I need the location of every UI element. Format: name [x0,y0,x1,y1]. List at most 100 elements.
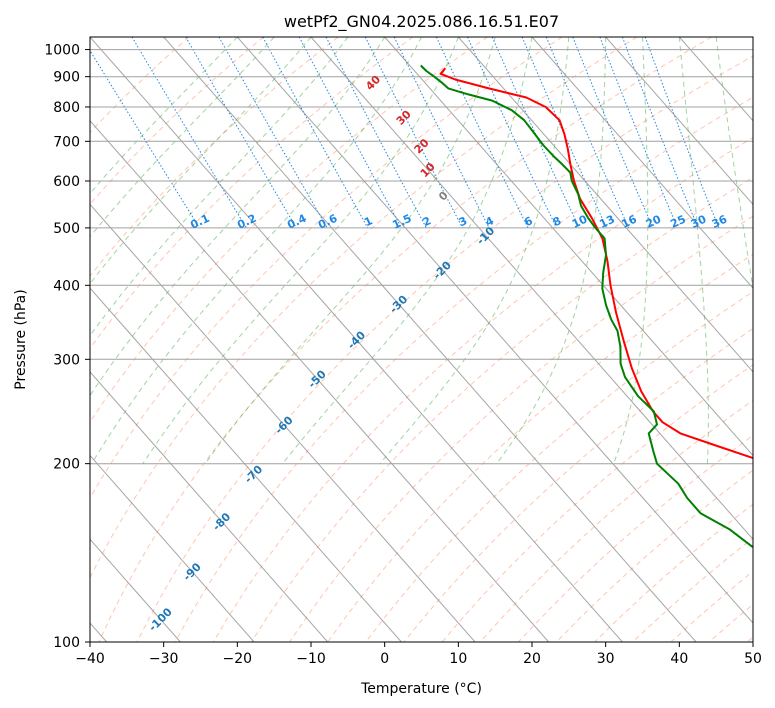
x-axis-label: Temperature (°C) [360,681,482,697]
dry-adiabat-line [327,253,753,642]
dry-adiabat-line [479,399,753,642]
moist-adiabat-line [715,37,753,292]
y-tick-label: 600 [53,174,80,190]
moist-adiabat-label: 20 [412,136,432,156]
mixing-ratio-label: 20 [644,212,664,230]
dry-adiabat-line [90,37,638,579]
x-tick-label: −30 [149,651,179,667]
series-layer [420,64,753,549]
isotherm-line [90,37,623,642]
isotherm-line [90,371,329,642]
mixing-ratio-line [599,37,679,229]
mixing-ratio-line [572,37,654,229]
mixing-ratio-label: 36 [710,212,730,230]
dewpoint-profile-line [420,64,753,549]
plot-frame [89,36,754,643]
mixing-ratio-label: 0.4 [285,212,308,232]
isotherm-line [310,37,753,541]
x-tick-label: −20 [223,651,253,667]
chart-title: wetPf2_GN04.2025.086.16.51.E07 [284,12,559,32]
mixing-ratio-label: 10 [570,212,590,230]
dry-adiabat-line [136,55,753,642]
moist-adiabat-line [204,37,496,464]
mixing-ratio-label: 3 [457,214,469,229]
x-tick-label: 10 [449,651,467,667]
dry-adiabat-line [90,37,264,205]
mixing-ratio-line [325,37,427,229]
x-tick-label: 20 [523,651,541,667]
isotherm-label: -70 [242,463,265,486]
x-tick-label: 50 [744,651,762,667]
isotherm-label: -100 [146,605,175,634]
mixing-ratio-line [644,37,720,229]
moist-adiabat-line [282,37,533,465]
moist-adiabat-label: 10 [418,160,438,180]
isotherm-label: -90 [181,560,204,583]
moist-adiabat-label: 30 [394,107,414,127]
mixing-ratio-label: 0.1 [188,212,211,232]
moist-adiabat-line [613,37,649,464]
dry-adiabat-line [90,37,339,277]
y-tick-label: 400 [53,278,80,294]
y-tick-label: 300 [53,352,80,368]
isotherm-label: -50 [306,367,329,390]
mixing-ratio-line [521,37,608,229]
x-tick-label: −10 [296,651,326,667]
isotherm-line [90,538,181,642]
dry-adiabat-line [212,137,753,642]
mixing-ratio-label: 2 [421,214,433,229]
isotherm-line [90,454,255,642]
mixing-ratio-line [435,37,529,229]
isotherm-line [384,37,753,457]
isotherm-label: -60 [272,413,295,436]
y-axis-label: Pressure (hPa) [13,289,29,389]
y-tick-label: 100 [53,635,80,651]
dry-adiabat-line [708,603,753,642]
dry-adiabat-line [632,537,753,642]
y-tick-label: 700 [53,134,80,150]
dry-adiabat-line [174,96,753,642]
y-tick-label: 200 [53,457,80,473]
moist-adiabat-line [91,37,422,464]
moist-adiabat-line [90,37,238,195]
isotherm-line [605,37,753,206]
x-axis: −40 −30 −20 −10 0 10 20 30 40 50 [75,642,762,667]
y-tick-label: 500 [53,221,80,237]
isotherm-line [90,287,402,642]
dry-adiabat-line [289,215,753,642]
moist-adiabat-line [90,37,386,397]
dry-adiabat-line [403,327,753,642]
mixing-ratio-line [262,37,369,229]
dry-adiabat-line [98,37,712,642]
dry-adiabat-line [594,503,753,642]
background-lines [90,37,753,642]
moist-adiabat-line [90,37,312,285]
dry-adiabat-line [441,364,753,642]
moist-adiabat-line [496,37,607,464]
isotherm-line [90,119,550,642]
annotation-labels: 0.1 0.2 0.4 0.6 1 1.5 2 3 4 6 8 10 13 16 20 25 30 36-100-… [146,73,729,634]
y-tick-label: 1000 [44,43,80,59]
y-axis: 100 200 300 400 500 600 700 800 900 1000 [44,43,90,651]
isotherm-label: -40 [345,328,368,351]
moist-adiabat-line [142,37,459,464]
x-tick-label: 0 [380,651,389,667]
mixing-ratio-label: 30 [689,212,709,230]
moist-adiabat-line [678,37,709,464]
mixing-ratio-line [545,37,630,229]
moist-adiabat-line [90,37,275,238]
mixing-ratio-label: 25 [668,213,687,231]
dry-adiabat-line [90,37,488,423]
grid-lines [90,37,753,642]
dry-adiabat-line [556,469,753,642]
isotherm-label: -30 [387,292,410,315]
dry-adiabat-line [90,37,563,500]
dry-adiabat-line [746,636,753,642]
mixing-ratio-line [185,37,297,229]
mixing-ratio-line [621,37,699,229]
mixing-ratio-line [218,37,328,229]
dry-adiabat-line [670,570,753,642]
temperature-profile-line [439,67,753,460]
mixing-ratio-line [393,37,490,229]
